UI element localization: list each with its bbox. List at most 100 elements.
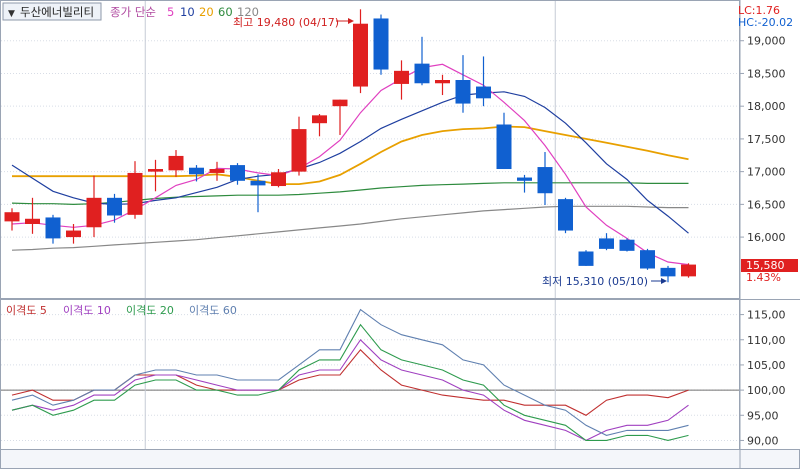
ma-line-10 xyxy=(11,91,689,234)
candle xyxy=(394,60,409,100)
candle xyxy=(271,169,286,188)
candle xyxy=(127,161,143,219)
candle xyxy=(45,214,61,244)
last-price-tag xyxy=(741,259,798,272)
ma-legend-60: 60 xyxy=(218,5,233,19)
candle xyxy=(148,159,163,192)
candle-body xyxy=(209,169,225,173)
divergence-legend-60: 이격도 60 xyxy=(189,304,237,317)
candle xyxy=(537,152,553,206)
candle-body xyxy=(353,23,368,87)
ma-legend-label: 종가 단순 xyxy=(110,5,156,19)
price-tick-label: 16,000 xyxy=(747,231,786,244)
price-tick-label: 16,500 xyxy=(747,198,786,211)
candle xyxy=(209,161,225,181)
candle xyxy=(435,74,450,96)
candle-body xyxy=(148,169,163,172)
candle-body xyxy=(4,212,20,222)
candle xyxy=(660,265,676,283)
candle xyxy=(4,208,20,231)
candle xyxy=(168,150,184,177)
candle-body xyxy=(189,167,204,175)
candle-body xyxy=(476,86,491,99)
candle xyxy=(353,9,368,94)
divergence-tick-label: 110,00 xyxy=(747,334,786,347)
candle xyxy=(312,114,327,137)
candle-body xyxy=(230,165,245,181)
candle xyxy=(332,99,348,135)
candle xyxy=(250,174,266,213)
candle-body xyxy=(66,230,81,238)
candle-body xyxy=(558,199,573,231)
divergence-line-3 xyxy=(11,323,689,441)
candle xyxy=(66,224,81,244)
candle xyxy=(86,175,102,238)
price-tick-label: 17,500 xyxy=(747,133,786,146)
candle-body xyxy=(291,129,307,172)
candle xyxy=(619,238,635,252)
moving-average-layer xyxy=(11,63,689,266)
divergence-tick-label: 115,00 xyxy=(747,309,786,322)
max-price-annotation: 최고 19,480 (04/17) xyxy=(233,16,339,29)
candle-body xyxy=(312,115,327,124)
candle xyxy=(558,197,573,234)
candle-body xyxy=(127,172,143,215)
candle-body xyxy=(496,124,512,170)
candle-body xyxy=(86,197,102,228)
stock-name: 두산에너빌리티 xyxy=(20,5,94,19)
last-price-label: 15,580 xyxy=(746,259,785,272)
ma-line-20 xyxy=(12,125,689,186)
candle xyxy=(496,112,512,170)
candle-body xyxy=(373,18,389,70)
candle xyxy=(291,116,307,176)
candle xyxy=(599,233,614,251)
candle-body xyxy=(45,217,61,239)
candle-body xyxy=(168,155,184,171)
candle-body xyxy=(107,197,122,216)
divergence-line-4 xyxy=(11,308,689,436)
candle xyxy=(230,163,245,185)
price-tick-label: 18,500 xyxy=(747,67,786,80)
candle xyxy=(578,250,594,266)
price-tick-label: 18,000 xyxy=(747,100,786,113)
candle-body xyxy=(681,264,696,277)
candle-body xyxy=(332,99,348,107)
ma-legend-20: 20 xyxy=(199,5,214,19)
divergence-layer xyxy=(11,308,689,442)
price-tick-label: 17,000 xyxy=(747,166,786,179)
max-arrow-icon xyxy=(348,18,354,24)
ma-legend-10: 10 xyxy=(180,5,195,19)
candle xyxy=(107,193,122,223)
ma-legend-120: 120 xyxy=(237,5,259,19)
stock-name-box[interactable] xyxy=(2,2,102,21)
divergence-tick-label: 100,00 xyxy=(747,384,786,397)
candle-body xyxy=(435,80,450,84)
divergence-legend-10: 이격도 10 xyxy=(63,304,111,317)
candle xyxy=(373,14,389,75)
candle xyxy=(476,56,491,107)
candle-body xyxy=(271,172,286,187)
last-change-label: 1.43% xyxy=(746,271,781,284)
candle-body xyxy=(599,238,614,249)
ma-line-120 xyxy=(11,205,689,251)
price-tick-label: 19,000 xyxy=(747,35,786,48)
candle xyxy=(189,165,204,182)
lc-label: LC:1.76 xyxy=(738,4,780,17)
candle-body xyxy=(619,239,635,251)
stock-name-icon[interactable]: ▼ xyxy=(8,9,15,19)
ma-line-5 xyxy=(11,63,689,266)
hc-label: HC:-20.02 xyxy=(738,16,793,29)
min-price-annotation: 최저 15,310 (05/10) xyxy=(542,275,648,288)
candle-body xyxy=(455,80,471,104)
divergence-legend-20: 이격도 20 xyxy=(126,304,174,317)
divergence-tick-label: 95,00 xyxy=(747,409,779,422)
candle xyxy=(640,248,655,270)
candle-body xyxy=(517,177,532,181)
divergence-tick-label: 90,00 xyxy=(747,434,779,447)
candle-body xyxy=(537,167,553,194)
candle xyxy=(681,263,696,278)
grid-layer xyxy=(1,1,740,449)
candle xyxy=(25,197,40,234)
